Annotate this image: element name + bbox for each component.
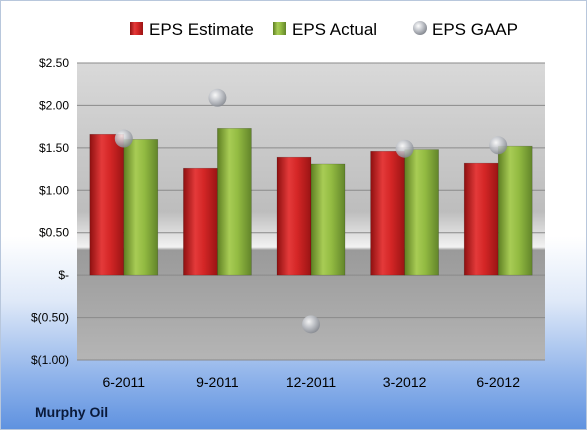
y-tick-label: $2.00 [39,98,69,112]
y-tick-label: $(1.00) [31,353,69,367]
legend-swatch [273,22,286,35]
legend-label: EPS GAAP [432,20,518,39]
x-axis-ticks: 6-2011 9-2011 12-2011 3-2012 6-2012 [103,374,521,390]
y-tick-label: $2.50 [39,56,69,70]
eps-estimate-bar [89,133,125,276]
x-tick-label: 6-2012 [476,374,520,390]
eps-actual-bar [123,139,159,276]
eps-actual-bar [497,145,533,276]
legend-label: EPS Actual [292,20,377,39]
eps-actual-bar [310,163,346,276]
eps-estimate-bar [463,162,499,276]
eps-gaap-marker [489,136,508,155]
eps-actual-bar [404,149,439,276]
x-tick-label: 6-2011 [103,374,146,390]
y-tick-label: $0.50 [39,226,69,240]
y-tick-label: $- [58,268,69,282]
legend-item: EPS Actual [273,20,377,39]
legend-swatch [413,21,427,35]
eps-estimate-bar [370,150,405,276]
x-tick-label: 9-2011 [196,374,239,390]
gaap-markers [114,88,508,334]
y-tick-label: $1.00 [39,183,69,197]
eps-estimate-bar [276,156,312,276]
eps-actual-bar [217,128,252,276]
eps-gaap-marker [302,315,320,334]
legend-item: EPS Estimate [130,20,254,39]
company-name: Murphy Oil [35,404,109,420]
y-axis-ticks: $2.50 $2.00 $1.50 $1.00 $0.50 $- $(0.50) $(1.00… [31,56,69,367]
bars [89,128,533,276]
legend-item: EPS GAAP [413,20,518,39]
x-tick-label: 12-2011 [286,374,337,390]
eps-gaap-marker [208,88,227,107]
y-tick-label: $(0.50) [31,311,69,325]
eps-estimate-bar [183,167,218,276]
legend: EPS Estimate EPS Actual EPS GAAP [130,20,518,39]
legend-label: EPS Estimate [149,20,254,39]
legend-swatch [130,22,143,35]
y-tick-label: $1.50 [39,141,69,155]
eps-gaap-marker [114,129,133,148]
eps-gaap-marker [395,139,414,158]
x-tick-label: 3-2012 [383,374,427,390]
